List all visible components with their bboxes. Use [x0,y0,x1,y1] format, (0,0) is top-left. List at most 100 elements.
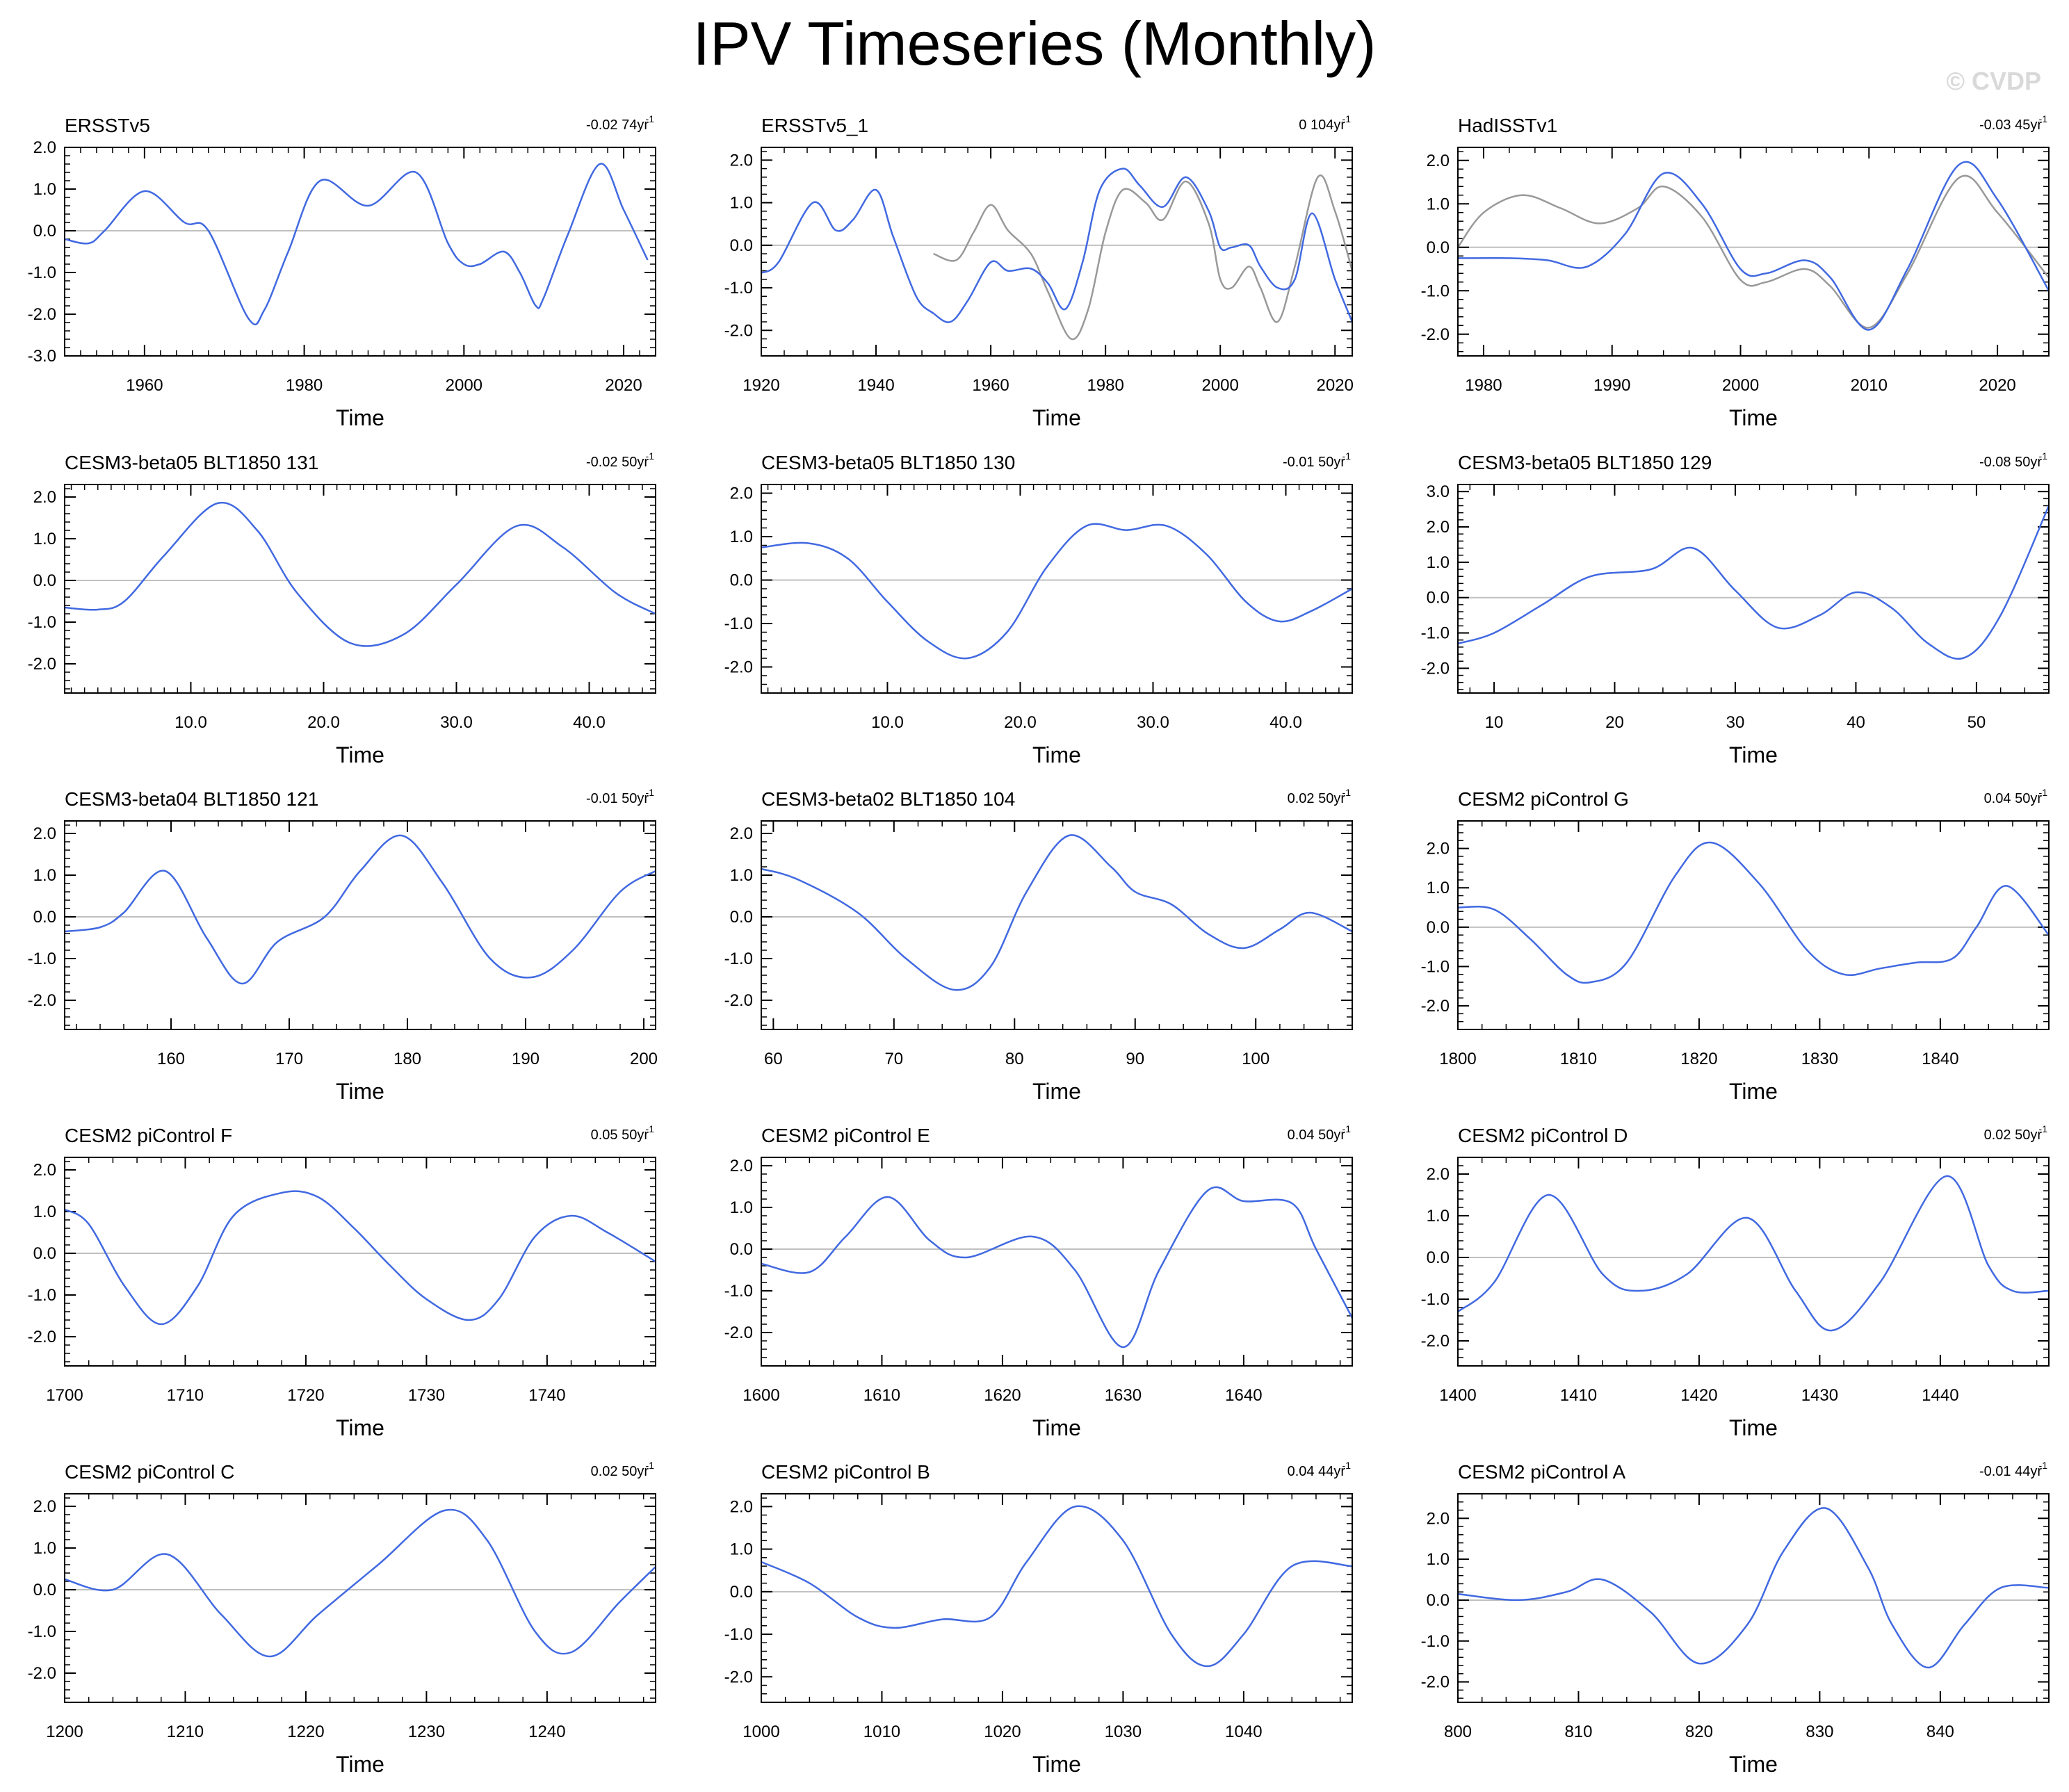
y-tick-label: 2.0 [730,1497,753,1516]
panel-title: CESM3-beta04 BLT1850 121 [65,788,318,810]
plot-frame [64,1493,656,1703]
x-axis-label: Time [1729,1752,1778,1777]
x-tick-label: 1640 [1225,1386,1262,1405]
x-axis-label: Time [336,1752,384,1777]
obs-series-line [1457,174,2050,329]
y-tick-label: 0.0 [730,1583,753,1602]
panel-5: CESM3-beta05 BLT1850 129 -0.08 50yr-1 3.0 2… [1421,450,2050,767]
x-tick-label: 1610 [863,1386,900,1405]
panel-0: ERSSTv5 -0.02 74yr-1 2.0 1.0 0.0 -1.0 -2.0 -3.0… [28,113,656,430]
trend-superscript: -1 [2039,787,2048,798]
y-tick-label: -2.0 [724,1668,753,1686]
x-tick-label: 1820 [1680,1050,1717,1068]
plot-frame [761,1493,1353,1703]
y-tick-label: 0.0 [1427,1591,1450,1610]
y-tick-label: 1.0 [730,194,753,213]
x-tick-label: 90 [1126,1050,1144,1068]
trend-superscript: -1 [2039,1123,2048,1134]
panel-title: CESM2 piControl F [65,1125,232,1146]
x-tick-label: 50 [1967,713,1986,732]
y-tick-label: 0.0 [730,1240,753,1259]
panel-title: HadISSTv1 [1458,115,1557,136]
x-tick-label: 1600 [743,1386,779,1405]
y-tick-label: -2.0 [724,658,753,677]
y-tick-label: -2.0 [1421,1332,1450,1351]
panel-title: CESM3-beta05 BLT1850 129 [1458,452,1712,473]
y-tick-label: -1.0 [724,1625,753,1644]
trend-label: 0.05 50yr [591,1127,649,1143]
trend-label: -0.02 74yr [586,117,649,133]
y-tick-label: 2.0 [1427,1509,1450,1528]
y-tick-label: -2.0 [1421,659,1450,678]
y-tick-label: -1.0 [1421,282,1450,300]
series-line [1457,161,2050,331]
x-tick-label: 1960 [972,376,1009,395]
x-tick-label: 1630 [1105,1386,1142,1405]
plot-frame [761,820,1353,1030]
panel-title: CESM3-beta05 BLT1850 131 [65,452,318,473]
plot-frame [1457,820,2050,1030]
x-tick-label: 840 [1926,1722,1954,1741]
y-tick-label: 2.0 [1427,1165,1450,1184]
y-tick-label: 0.0 [730,908,753,927]
y-tick-label: -1.0 [1421,1290,1450,1309]
series-line [761,834,1353,991]
panel-13: CESM2 piControl B 0.04 44yr-1 2.0 1.0 0.0 -1.… [724,1460,1353,1777]
panel-7: CESM3-beta02 BLT1850 104 0.02 50yr-1 2.0 1.… [724,787,1353,1104]
trend-superscript: -1 [646,1460,655,1471]
series-line [64,163,649,326]
page-title: IPV Timeseries (Monthly) [692,9,1377,78]
series-line [1457,1175,2050,1332]
x-tick-label: 1620 [984,1386,1021,1405]
y-tick-label: 2.0 [33,488,56,507]
y-tick-label: -1.0 [724,1282,753,1301]
panel-title: CESM3-beta05 BLT1850 130 [761,452,1015,473]
trend-superscript: -1 [1342,450,1352,462]
y-tick-label: 1.0 [730,866,753,885]
y-tick-label: 1.0 [1427,879,1450,897]
trend-superscript: -1 [1342,113,1352,124]
y-tick-label: 1.0 [1427,1207,1450,1225]
y-tick-label: -1.0 [1421,957,1450,976]
x-tick-label: 30.0 [440,713,473,732]
x-tick-label: 1200 [46,1722,83,1741]
y-tick-label: 3.0 [1427,482,1450,501]
x-tick-label: 10.0 [871,713,904,732]
x-tick-label: 2000 [1722,376,1759,395]
x-tick-label: 60 [764,1050,783,1068]
panel-3: CESM3-beta05 BLT1850 131 -0.02 50yr-1 2.0 1… [28,450,656,767]
x-tick-label: 830 [1806,1722,1833,1741]
panel-14: CESM2 piControl A -0.01 44yr-1 2.0 1.0 0.0 -1… [1421,1460,2050,1777]
trend-superscript: -1 [1342,1460,1352,1471]
y-tick-label: 2.0 [33,824,56,843]
x-tick-label: 1710 [167,1386,204,1405]
panel-title: CESM2 piControl E [761,1125,930,1146]
y-tick-label: -2.0 [1421,325,1450,344]
x-tick-label: 20.0 [307,713,340,732]
x-axis-label: Time [1729,742,1778,767]
y-tick-label: -3.0 [28,347,56,366]
x-axis-label: Time [1032,1079,1081,1104]
x-tick-label: 190 [512,1050,539,1068]
y-tick-label: -2.0 [28,305,56,324]
x-tick-label: 2000 [446,376,482,395]
obs-series-line [933,174,1354,341]
y-tick-label: 0.0 [730,236,753,255]
x-tick-label: 1230 [408,1722,445,1741]
y-tick-label: -1.0 [1421,624,1450,643]
x-tick-label: 1980 [1087,376,1123,395]
y-tick-label: 0.0 [730,571,753,590]
y-tick-label: 1.0 [33,1203,56,1221]
trend-superscript: -1 [646,787,655,798]
y-tick-label: 2.0 [33,138,56,157]
trend-label: -0.01 50yr [1283,455,1345,470]
panel-6: CESM3-beta04 BLT1850 121 -0.01 50yr-1 2.0 1… [28,787,658,1104]
x-tick-label: 100 [1242,1050,1269,1068]
trend-label: 0 104yr [1299,117,1345,133]
x-tick-label: 820 [1685,1722,1713,1741]
x-tick-label: 2020 [1317,376,1354,395]
y-tick-label: 1.0 [33,1539,56,1558]
x-tick-label: 1980 [1465,376,1502,395]
panel-4: CESM3-beta05 BLT1850 130 -0.01 50yr-1 2.0 1… [724,450,1353,767]
